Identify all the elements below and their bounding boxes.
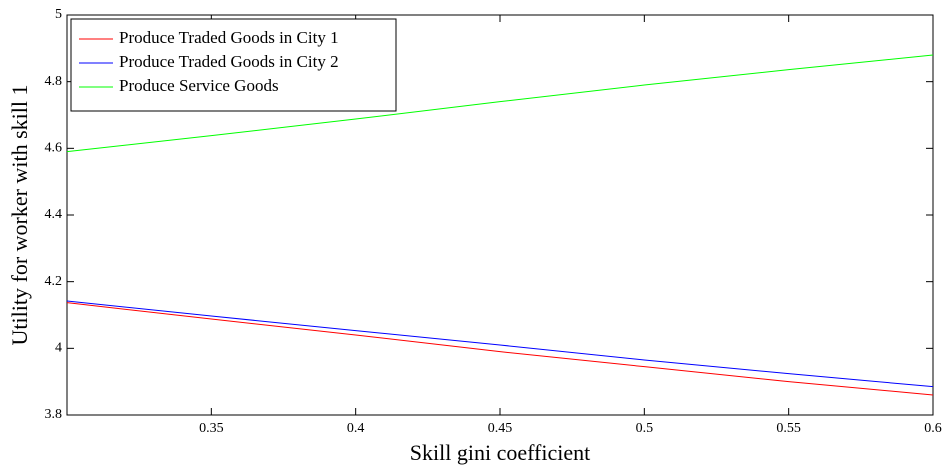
y-axis-label: Utility for worker with skill 1 [7,85,32,346]
line-series [66,302,934,396]
x-tick-label: 0.55 [776,421,801,436]
y-tick-label: 4.6 [45,141,63,156]
legend-label: Produce Traded Goods in City 1 [119,28,339,47]
x-tick-label: 0.45 [488,421,513,436]
y-tick-label: 3.8 [45,407,63,422]
line-series [66,54,934,153]
y-tick-label: 4.2 [45,274,63,289]
line-series [66,300,934,388]
y-tick-label: 4 [55,341,62,356]
x-tick-label: 0.5 [636,421,654,436]
y-tick-label: 4.8 [45,74,63,89]
x-tick-label: 0.4 [347,421,365,436]
x-tick-label: 0.35 [199,421,224,436]
x-tick-label: 0.6 [924,421,942,436]
y-tick-label: 5 [55,7,62,22]
legend-label: Produce Traded Goods in City 2 [119,52,339,71]
x-axis-label: Skill gini coefficient [410,440,590,465]
legend-box [70,18,397,112]
legend-label: Produce Service Goods [119,76,279,95]
y-tick-label: 4.4 [45,207,63,222]
